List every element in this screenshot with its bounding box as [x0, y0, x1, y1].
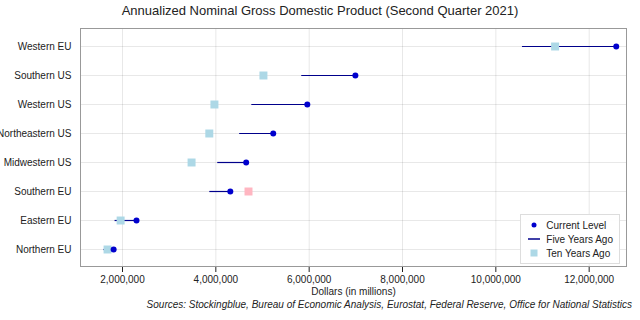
svg-text:Southern EU: Southern EU [14, 186, 71, 197]
svg-text:Northern EU: Northern EU [16, 244, 72, 255]
html-text:Five Years Ago: Five Years Ago [546, 233, 613, 245]
svg-text:Western EU: Western EU [18, 41, 72, 52]
svg-text:2,000,000: 2,000,000 [100, 274, 145, 285]
svg-text:Eastern EU: Eastern EU [20, 215, 71, 226]
html-text:Annualized Nominal Gross Domes: Annualized Nominal Gross Domestic Produc… [121, 3, 519, 18]
svg-text:Dollars (in millions): Dollars (in millions) [311, 286, 395, 297]
html-text:Ten Years Ago: Ten Years Ago [546, 247, 611, 259]
svg-text:12,000,000: 12,000,000 [564, 274, 614, 285]
svg-text:10,000,000: 10,000,000 [471, 274, 521, 285]
svg-text:6,000,000: 6,000,000 [287, 274, 332, 285]
html-text:Sources: Stockingblue, Bureau: Sources: Stockingblue, Bureau of Economi… [146, 299, 632, 310]
svg-text:4,000,000: 4,000,000 [194, 274, 239, 285]
html-text:Current Level: Current Level [546, 219, 607, 231]
svg-text:8,000,000: 8,000,000 [380, 274, 425, 285]
svg-text:Southern US: Southern US [14, 70, 72, 81]
svg-text:Western US: Western US [18, 99, 72, 110]
svg-text:Midwestern US: Midwestern US [4, 157, 72, 168]
svg-text:Northeastern US: Northeastern US [0, 128, 72, 139]
